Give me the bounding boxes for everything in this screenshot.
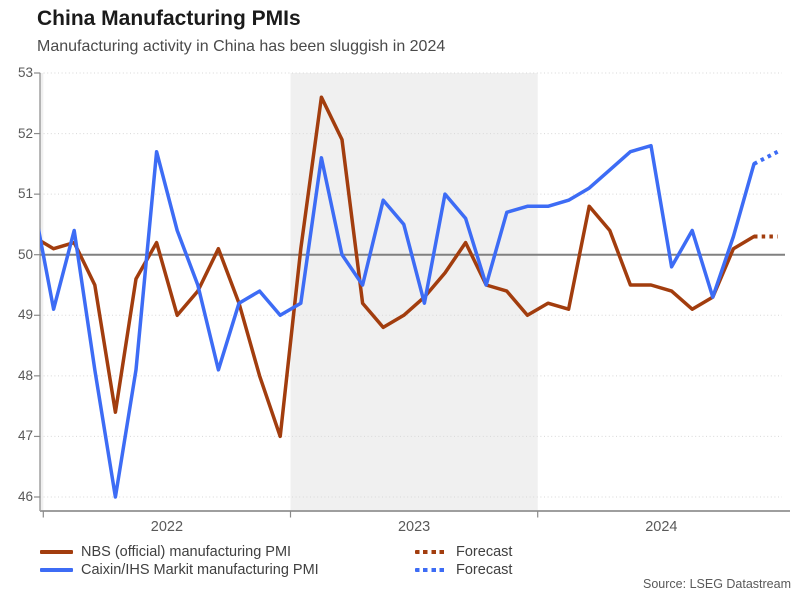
x-axis-label-2024: 2024 — [645, 519, 678, 535]
legend: NBS (official) manufacturing PMI Forecas… — [40, 543, 760, 579]
legend-row-caixin: Caixin/IHS Markit manufacturing PMI Fore… — [40, 561, 760, 579]
caixin-legend-label: Caixin/IHS Markit manufacturing PMI — [81, 562, 319, 578]
source-credit: Source: LSEG Datastream — [643, 577, 791, 591]
nbs-forecast-label: Forecast — [456, 544, 513, 560]
y-axis-label-48: 48 — [17, 367, 33, 383]
y-axis-label-51: 51 — [17, 186, 33, 202]
legend-row-nbs: NBS (official) manufacturing PMI Forecas… — [40, 543, 760, 561]
nbs-forecast-swatch — [415, 550, 448, 554]
shaded-band-left — [40, 73, 44, 511]
caixin-line-swatch — [40, 568, 73, 572]
caixin-line — [40, 143, 756, 499]
y-axis-label-52: 52 — [17, 125, 33, 141]
nbs-line-swatch — [40, 550, 73, 554]
shaded-band-2023 — [290, 73, 538, 511]
caixin-forecast-line — [753, 149, 779, 166]
y-axis-label-46: 46 — [17, 489, 33, 504]
y-axis-label-53: 53 — [17, 65, 33, 80]
y-axis-label-50: 50 — [17, 246, 33, 262]
x-axis-label-2022: 2022 — [150, 519, 184, 535]
page-title: China Manufacturing PMIs — [37, 7, 301, 30]
caixin-forecast-swatch — [415, 568, 448, 572]
nbs-line — [40, 95, 756, 439]
x-axis-label-2023: 2023 — [397, 519, 431, 535]
y-axis-label-49: 49 — [17, 307, 33, 323]
caixin-forecast-label: Forecast — [456, 562, 513, 578]
nbs-legend-label: NBS (official) manufacturing PMI — [81, 544, 292, 560]
page-subtitle: Manufacturing activity in China has been… — [37, 38, 446, 55]
y-axis-label-47: 47 — [17, 428, 33, 444]
